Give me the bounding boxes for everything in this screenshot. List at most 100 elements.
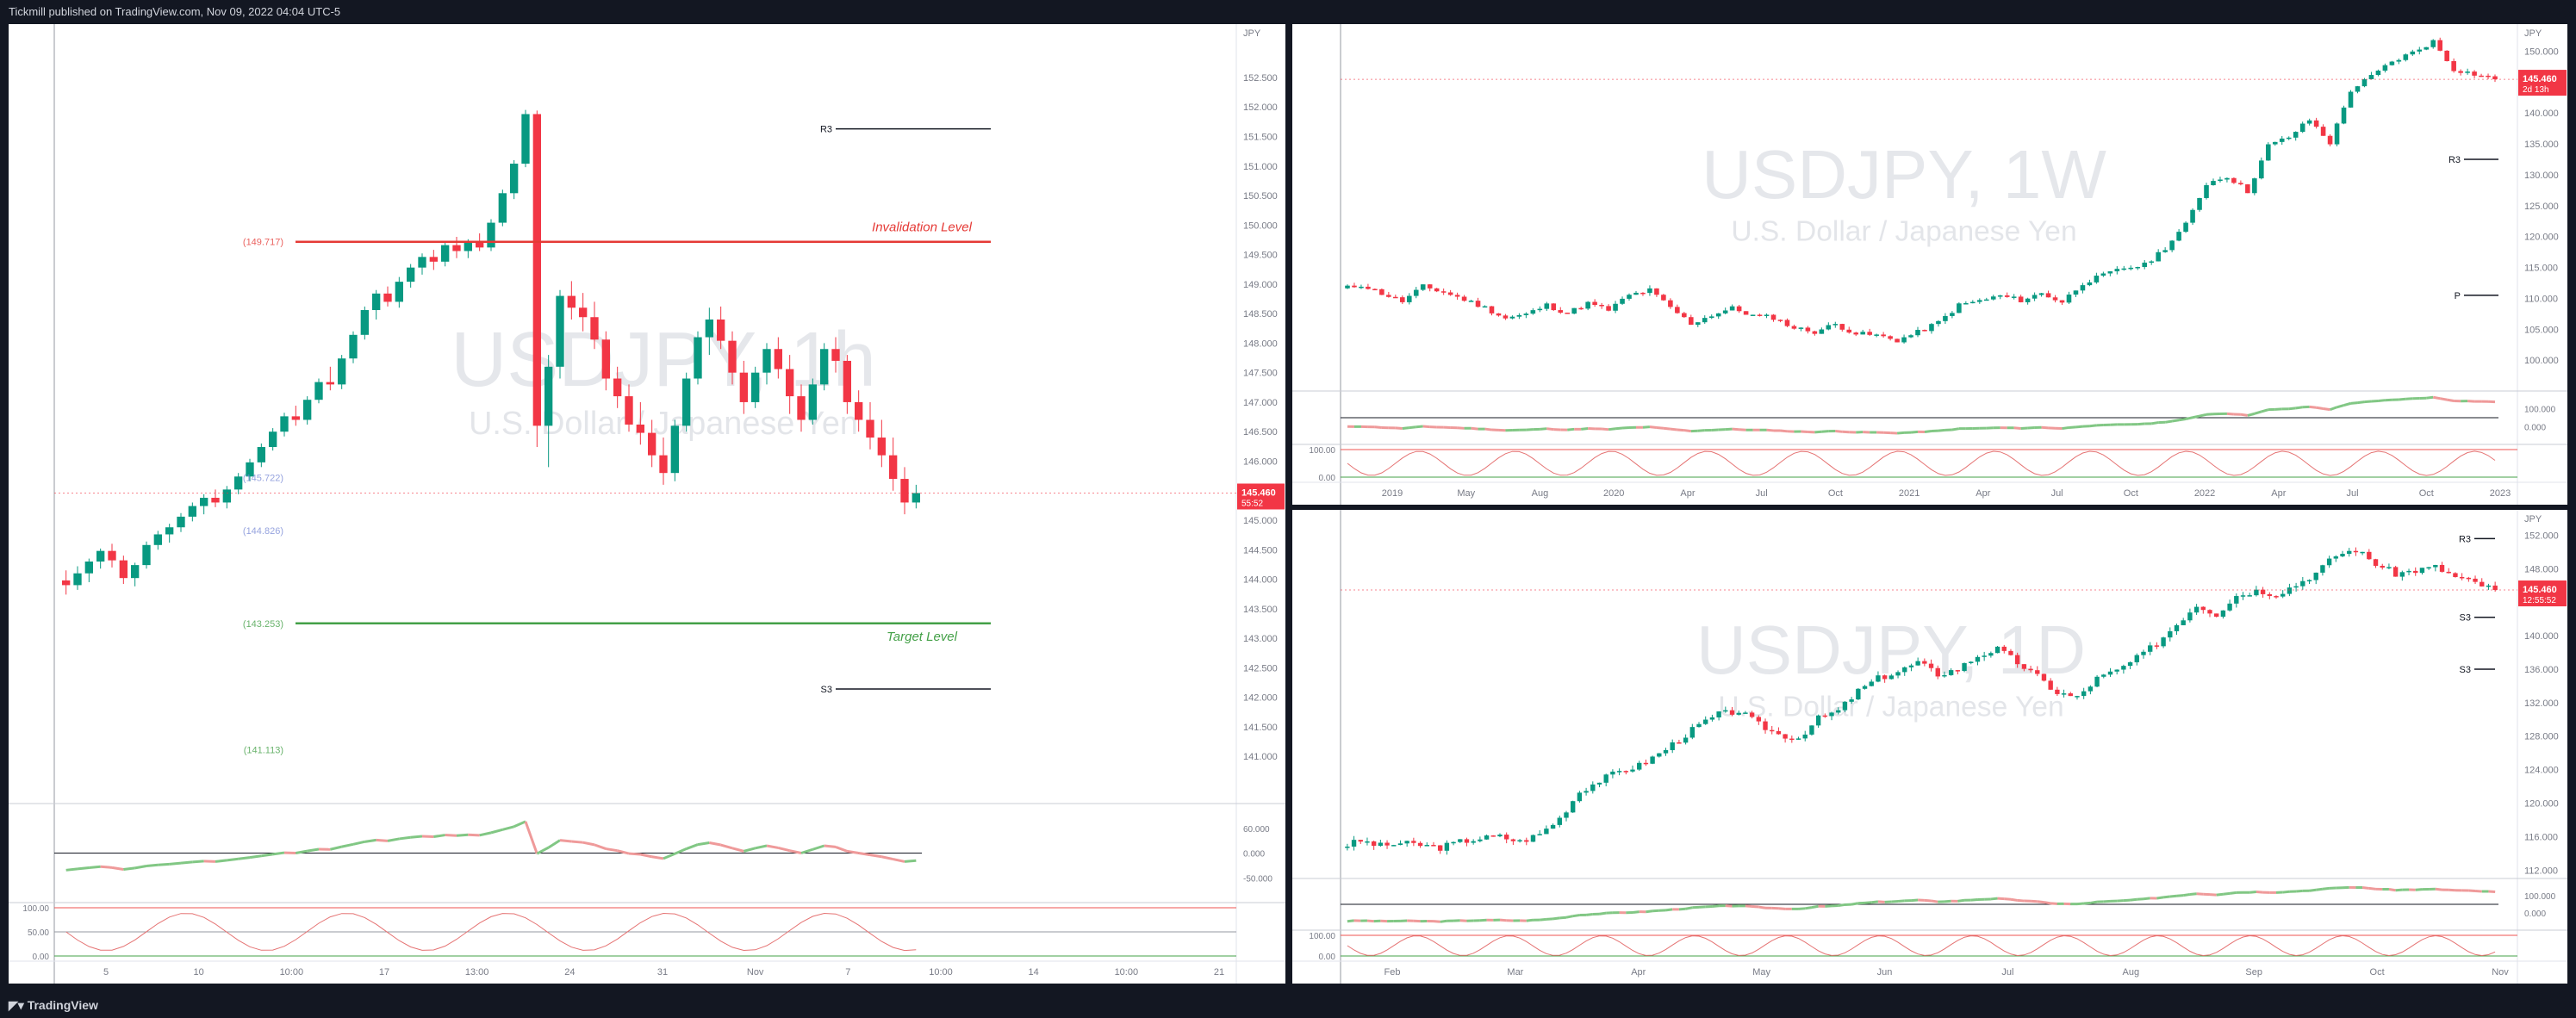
h1-candle-body [222, 489, 231, 503]
d1-xtick-label: Jun [1877, 967, 1893, 978]
h1-candle-body [728, 340, 737, 373]
h1-candle-body [797, 396, 806, 420]
w1-candle-body [2018, 296, 2024, 302]
d1-candle-body [1756, 717, 1762, 722]
d1-indicator-line [2050, 902, 2057, 905]
d1-indicator-line [1944, 899, 1951, 903]
w1-ytick-label: 100.000 [2524, 356, 2559, 366]
chart-pane-1d[interactable]: USDJPY, 1D U.S. Dollar / Japanese Yen JPY 1… [1292, 510, 2567, 984]
w1-candle-body [2252, 178, 2257, 194]
w1-watermark-symbol: USDJPY, 1W [1702, 136, 2106, 213]
d1-candle-body [2486, 585, 2492, 587]
h1-annotation-label: Target Level [887, 630, 958, 644]
d1-indicator-line [1499, 918, 1507, 922]
h1-ytick-label: 148.500 [1243, 309, 1278, 320]
h1-indicator-line [227, 857, 239, 862]
chart-1w-svg[interactable]: USDJPY, 1WU.S. Dollar / Japanese Yen JPY 1… [1292, 24, 2567, 505]
d1-indicator-line [1957, 898, 1965, 903]
w1-candle-body [1578, 307, 1584, 310]
w1-candle-body [1599, 304, 1604, 307]
d1-candle-body [1637, 762, 1642, 770]
w1-indicator-line [1814, 430, 1822, 434]
d1-candle-body [1915, 661, 1920, 666]
h1-ytick-label: 148.000 [1243, 338, 1278, 349]
d1-candle-body [1888, 675, 1895, 680]
w1-candle-body [1571, 307, 1577, 314]
w1-candle-body [2032, 295, 2038, 299]
h1-indicator-line [169, 861, 182, 866]
chart-pane-1h[interactable]: USDJPY, 1h U.S. Dollar / Japanese Yen JPY 1… [9, 24, 1285, 984]
h1-indicator-line [249, 854, 262, 860]
h1-candle-body [280, 416, 289, 432]
w1-indicator-line [2185, 416, 2193, 420]
w1-candle-body [1977, 300, 1982, 302]
h1-oscillator-tick: 50.00 [28, 928, 49, 938]
h1-indicator-line [352, 840, 365, 846]
w1-candle-body [2368, 75, 2374, 80]
chart-1d-svg[interactable]: USDJPY, 1DU.S. Dollar / Japanese YenJPY1… [1292, 510, 2567, 984]
h1-ytick-label: 146.000 [1243, 456, 1278, 467]
d1-indicator-line [2249, 890, 2257, 894]
d1-candle-body [1517, 840, 1522, 841]
w1-candle-body [1386, 295, 1391, 297]
w1-indicator-line [1649, 425, 1658, 429]
w1-indicator-line [2364, 400, 2372, 404]
h1-indicator-line [582, 841, 595, 847]
h1-currency-label: JPY [1243, 28, 1261, 39]
w1-last-price-label: 145.460 [2523, 74, 2557, 84]
w1-candle-body [1427, 284, 1433, 289]
w1-candle-body [2211, 181, 2216, 186]
w1-indicator-line [1422, 425, 1430, 429]
h1-indicator-line [329, 845, 343, 851]
d1-candle-body [2227, 603, 2232, 611]
d1-indicator-line [1585, 912, 1593, 916]
h1-indicator-line [387, 837, 400, 842]
h1-indicator-line [341, 842, 354, 848]
w1-candle-body [1729, 306, 1735, 311]
h1-xtick-label: 17 [379, 967, 389, 978]
d1-indicator-line [2322, 886, 2330, 891]
w1-indicator-line [1471, 426, 1478, 431]
h1-indicator-line [881, 855, 893, 861]
h1-indicator-line [77, 866, 90, 871]
d1-candle-body [2075, 696, 2080, 698]
w1-candle-body [1839, 324, 1845, 330]
w1-candle-body [1895, 338, 1900, 343]
d1-candle-body [1689, 727, 1696, 738]
d1-candle-body [2399, 572, 2405, 577]
w1-indicator-line [2164, 419, 2173, 424]
w1-candle-body [1791, 326, 1797, 329]
h1-oscillator-tick: 100.00 [22, 904, 49, 914]
d1-countdown-label: 12:55:52 [2523, 596, 2556, 605]
d1-candle-body [1776, 730, 1782, 735]
w1-candle-body [1743, 311, 1749, 315]
tradingview-logo-text: TradingView [27, 998, 98, 1012]
d1-currency-label: JPY [2524, 514, 2542, 525]
d1-indicator-line [1871, 900, 1879, 904]
h1-candle-body [200, 497, 208, 506]
d1-indicator-line [2388, 887, 2396, 892]
d1-ytick-label: 112.000 [2524, 866, 2558, 876]
h1-ytick-label: 143.000 [1243, 634, 1278, 644]
d1-indicator-line [2117, 899, 2124, 903]
d1-indicator-line [1540, 917, 1547, 922]
h1-candle-body [739, 372, 748, 402]
w1-candle-body [1826, 325, 1832, 330]
chart-pane-1w[interactable]: USDJPY, 1W U.S. Dollar / Japanese Yen JPY 1… [1292, 24, 2567, 505]
d1-indicator-line [2415, 888, 2423, 891]
h1-candle-body [843, 360, 851, 402]
w1-indicator-line [2399, 397, 2406, 401]
d1-candle-body [2141, 651, 2146, 655]
d1-ytick-label: 148.000 [2524, 564, 2559, 574]
w1-indicator-line [2171, 419, 2180, 423]
w1-candle-body [2451, 60, 2456, 71]
h1-indicator-line [203, 860, 216, 863]
w1-candle-body [1957, 303, 1962, 313]
tradingview-logo[interactable]: ◤▾ TradingView [9, 998, 98, 1013]
h1-candle-body [131, 565, 140, 579]
chart-1h-svg[interactable]: USDJPY, 1hU.S. Dollar / Japanese YenJPY1… [9, 24, 1285, 984]
w1-candle-body [1475, 301, 1481, 307]
h1-indicator-line [364, 838, 376, 843]
w1-indicator-line [2069, 425, 2076, 429]
w1-ytick-label: 110.000 [2524, 294, 2558, 304]
